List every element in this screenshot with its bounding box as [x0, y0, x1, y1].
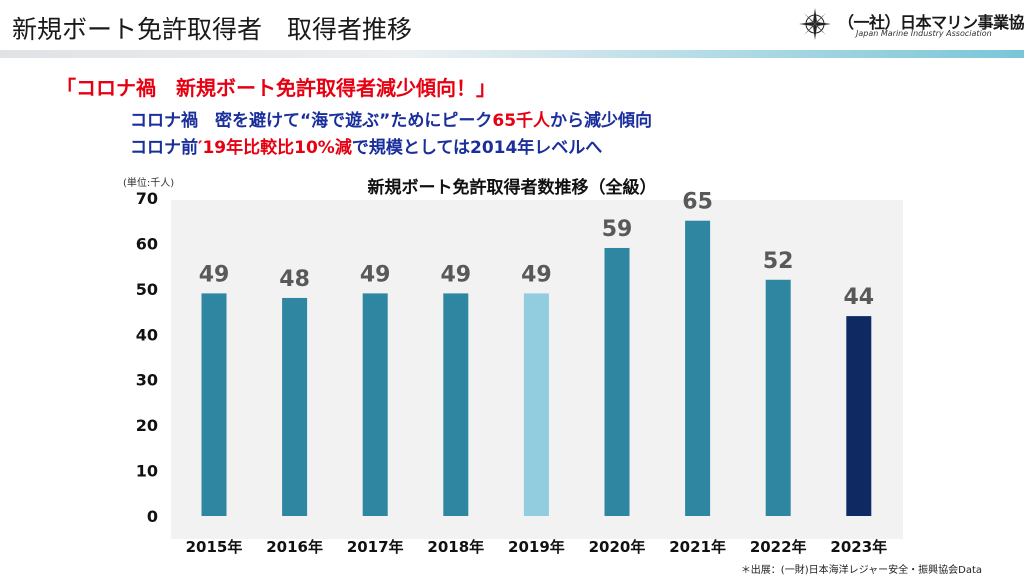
y-tick-label: 60	[136, 234, 158, 253]
x-tick-label: 2019年	[508, 538, 565, 556]
x-tick-label: 2018年	[427, 538, 484, 556]
x-tick-label: 2023年	[830, 538, 887, 556]
subline-2-highlight: ′19年比較比10%減	[198, 138, 352, 158]
y-tick-label: 70	[136, 189, 158, 208]
bar	[362, 293, 388, 516]
y-tick-label: 40	[136, 325, 158, 344]
bar	[604, 247, 630, 516]
data-labels: 49 48 49 49 49 59 65 52 44	[199, 190, 874, 310]
data-label: 49	[360, 262, 391, 287]
subline-1-post: から減少傾向	[550, 111, 653, 131]
data-label: 59	[602, 217, 633, 242]
bar	[765, 279, 791, 516]
x-tick-label: 2015年	[186, 538, 243, 556]
data-label: 65	[682, 190, 713, 215]
bar-series	[201, 220, 872, 516]
org-logo: （一社）日本マリン事業協会 Japan Marine Industry Asso…	[798, 5, 1024, 45]
data-label: 48	[279, 267, 310, 292]
x-tick-label: 2020年	[589, 538, 646, 556]
x-tick-label: 2016年	[266, 538, 323, 556]
data-label: 49	[521, 262, 552, 287]
bar	[685, 220, 711, 516]
header-rule	[0, 50, 1024, 58]
subline-1-quote: “海で遊ぶ”	[300, 111, 391, 131]
bar	[443, 293, 469, 516]
subline-2: コロナ前′19年比較比10%減で規模としては2014年レベルへ	[130, 133, 602, 158]
subline-1-mid: ためにピーク	[390, 111, 493, 131]
org-english-name: Japan Marine Industry Association	[856, 29, 992, 38]
bar	[523, 293, 549, 516]
y-tick-label: 10	[136, 462, 158, 481]
x-axis: 2015年 2016年 2017年 2018年 2019年 2020年 2021年 2022年…	[186, 538, 888, 556]
subline-1-pre: コロナ禍 密を避けて	[130, 111, 300, 131]
x-tick-label: 2022年	[750, 538, 807, 556]
x-tick-label: 2021年	[669, 538, 726, 556]
y-tick-label: 20	[136, 416, 158, 435]
bar	[282, 297, 308, 516]
page-title: 新規ボート免許取得者 取得者推移	[12, 15, 413, 44]
subline-2-pre: コロナ前	[130, 138, 198, 158]
data-label: 49	[440, 262, 471, 287]
y-tick-label: 50	[136, 280, 158, 299]
data-label: 44	[843, 285, 874, 310]
subline-1: コロナ禍 密を避けて“海で遊ぶ”ためにピーク65千人から減少傾向	[130, 106, 652, 131]
bar	[846, 316, 872, 516]
y-tick-label: 0	[147, 507, 158, 526]
unit-label: (単位:千人)	[123, 176, 174, 189]
compass-icon	[799, 8, 831, 40]
source-note: ＊出展：(一財)日本海洋レジャー安全・振興協会Data	[740, 565, 982, 576]
org-name: （一社）日本マリン事業協会	[838, 13, 1024, 32]
chart-title: 新規ボート免許取得者数推移（全級）	[368, 177, 657, 198]
x-tick-label: 2017年	[347, 538, 404, 556]
data-label: 49	[199, 262, 230, 287]
y-axis: 0 10 20 30 40 50 60 70	[136, 189, 158, 526]
subline-1-peak: 65千人	[492, 111, 551, 131]
subline-2-post: で規模としては2014年レベルへ	[351, 138, 603, 158]
bar	[201, 293, 227, 516]
y-tick-label: 30	[136, 371, 158, 390]
headline: 「コロナ禍 新規ボート免許取得者減少傾向！」	[56, 76, 496, 100]
data-label: 52	[763, 249, 794, 274]
